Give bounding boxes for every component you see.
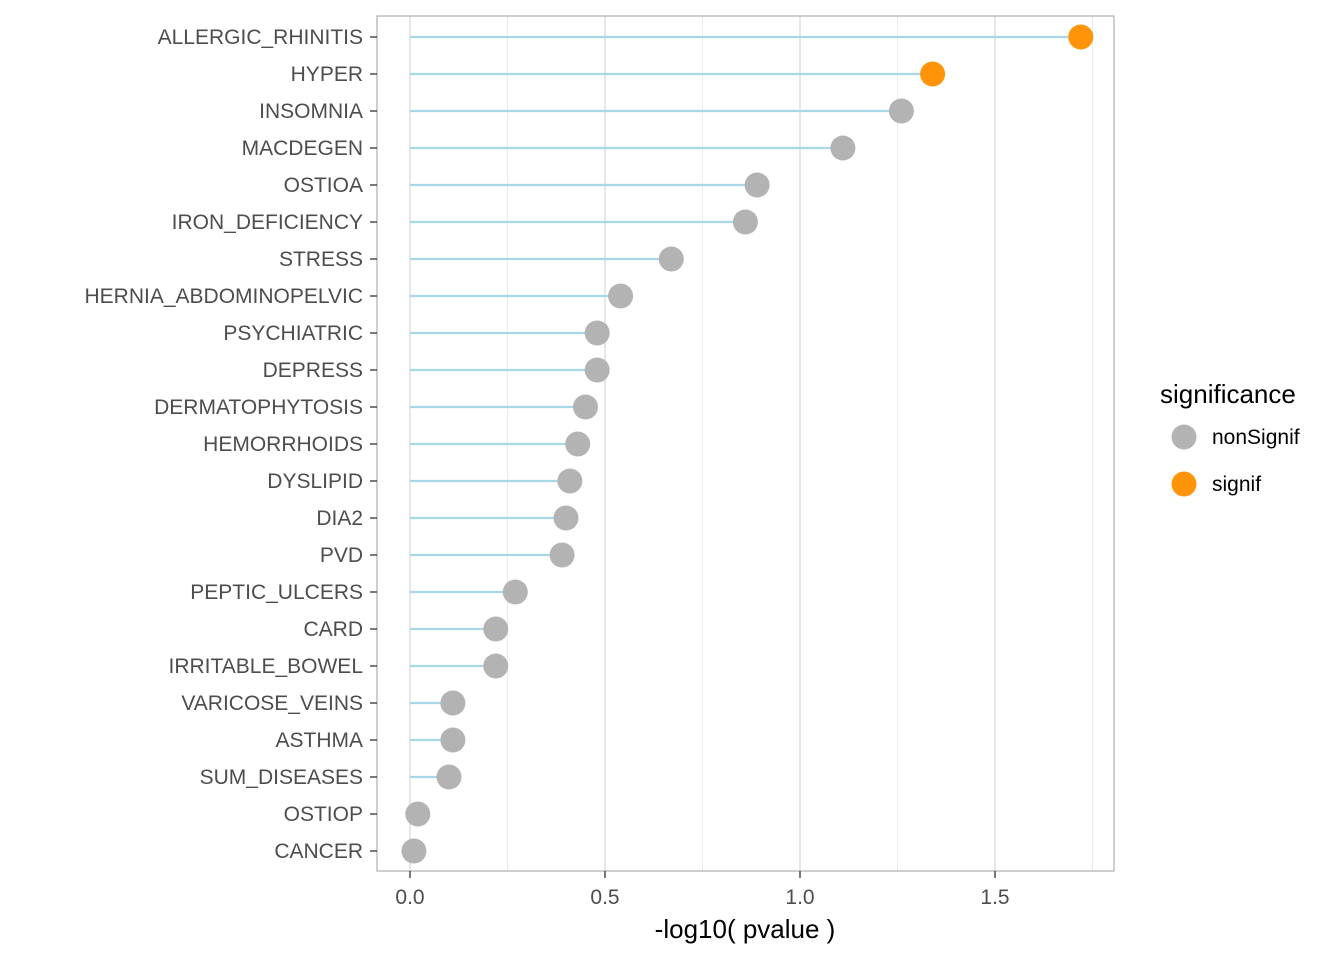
- y-tick-label: ALLERGIC_RHINITIS: [158, 26, 363, 49]
- legend-label-nonSignif: nonSignif: [1212, 426, 1300, 449]
- legend-key-signif: [1171, 471, 1197, 497]
- x-axis: 0.0 0.5 1.0 1.5: [395, 871, 1010, 909]
- legend-label-signif: signif: [1212, 473, 1261, 496]
- y-tick-label: DIA2: [316, 507, 363, 530]
- y-tick-label: PEPTIC_ULCERS: [190, 581, 363, 604]
- y-tick-label: IRON_DEFICIENCY: [172, 211, 363, 234]
- data-point: [405, 801, 431, 827]
- data-point: [658, 246, 684, 272]
- data-point: [483, 616, 509, 642]
- data-point: [830, 135, 856, 161]
- y-axis: ALLERGIC_RHINITIS HYPER INSOMNIA MACDEGEN OS…: [84, 26, 377, 863]
- y-tick-label: HYPER: [291, 63, 363, 86]
- legend-entries: nonSignif signif: [1171, 424, 1300, 497]
- data-point: [401, 838, 427, 864]
- x-tick-label: 0.5: [590, 886, 619, 909]
- y-tick-label: CANCER: [274, 840, 363, 863]
- dot-layer: [401, 24, 1094, 864]
- y-tick-label: VARICOSE_VEINS: [181, 692, 363, 715]
- y-tick-label: INSOMNIA: [259, 100, 363, 123]
- legend-key-nonSignif: [1171, 424, 1197, 450]
- stem-layer: [410, 35, 1081, 853]
- x-axis-title: -log10( pvalue ): [655, 914, 836, 944]
- data-point: [732, 209, 758, 235]
- legend-title: significance: [1160, 379, 1296, 409]
- data-point: [573, 394, 598, 420]
- y-tick-label: OSTIOA: [284, 174, 363, 197]
- y-tick-label: CARD: [303, 618, 363, 641]
- y-tick-label: SUM_DISEASES: [200, 766, 363, 789]
- data-point: [744, 172, 770, 198]
- y-tick-label: HEMORRHOIDS: [203, 433, 363, 456]
- x-tick-label: 1.5: [980, 886, 1009, 909]
- y-tick-label: STRESS: [279, 248, 363, 271]
- data-point: [483, 653, 509, 679]
- x-tick-label: 1.0: [785, 886, 814, 909]
- data-point: [549, 542, 575, 568]
- y-tick-label: ASTHMA: [275, 729, 363, 752]
- data-point: [920, 61, 946, 87]
- y-tick-label: OSTIOP: [284, 803, 363, 826]
- data-point: [608, 283, 634, 309]
- data-point: [436, 764, 462, 790]
- x-tick-label: 0.0: [395, 886, 424, 909]
- data-point: [888, 98, 914, 124]
- data-point: [557, 468, 583, 494]
- y-tick-label: HERNIA_ABDOMINOPELVIC: [84, 285, 363, 308]
- y-tick-label: DEPRESS: [263, 359, 363, 382]
- data-point: [440, 727, 466, 753]
- y-tick-label: PSYCHIATRIC: [223, 322, 363, 345]
- y-tick-label: DERMATOPHYTOSIS: [154, 396, 363, 419]
- y-tick-label: IRRITABLE_BOWEL: [169, 655, 364, 678]
- y-tick-label: MACDEGEN: [242, 137, 363, 160]
- data-point: [1068, 24, 1094, 50]
- data-point: [565, 431, 591, 457]
- y-tick-label: DYSLIPID: [267, 470, 363, 493]
- data-point: [553, 505, 579, 531]
- data-point: [440, 690, 466, 716]
- data-point: [584, 357, 610, 383]
- legend: significance nonSignif signif: [1160, 379, 1300, 497]
- data-point: [502, 579, 528, 605]
- y-tick-label: PVD: [320, 544, 363, 567]
- data-point: [584, 320, 610, 346]
